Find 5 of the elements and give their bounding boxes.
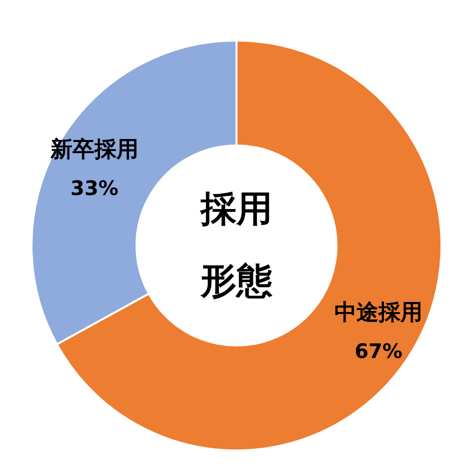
data-label: 33% <box>70 176 118 200</box>
text: 採用形態 <box>200 189 272 302</box>
data-label: 67% <box>354 338 402 363</box>
slice-label: 中途採用 <box>334 300 423 326</box>
slice-label: 新卒採用 <box>49 136 138 163</box>
